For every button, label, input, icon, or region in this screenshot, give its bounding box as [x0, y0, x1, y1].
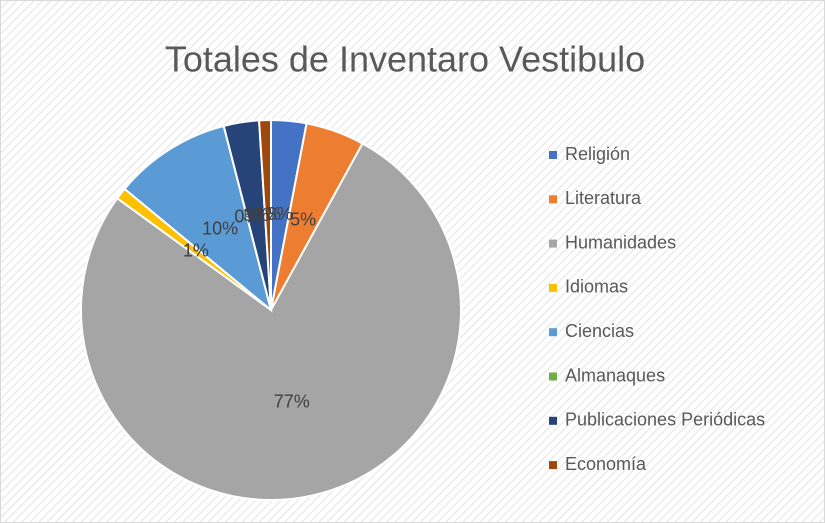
legend-marker	[549, 416, 557, 425]
data-label: 0%	[234, 207, 260, 227]
pie	[80, 118, 462, 501]
data-label: 5%	[290, 209, 316, 229]
legend-marker	[549, 195, 557, 204]
legend: Religión Literatura Humanidades Idiomas Cien…	[549, 144, 765, 474]
legend-label: Ciencias	[565, 321, 634, 341]
data-label: 3%	[267, 204, 293, 224]
data-labels: 3%5%77%1%10%0%3%1%	[183, 204, 316, 412]
legend-label: Economía	[565, 454, 647, 474]
data-label: 77%	[274, 391, 310, 411]
legend-label: Almanaques	[565, 365, 665, 385]
pie-slice	[80, 142, 462, 501]
legend-label: Publicaciones Periódicas	[565, 410, 765, 430]
pie-slice	[258, 118, 272, 311]
legend-marker	[549, 151, 557, 159]
chart-title: Totales de Inventaro Vestibulo	[165, 39, 645, 80]
legend-marker	[549, 372, 557, 381]
data-label: 10%	[202, 219, 238, 239]
pie-slice	[123, 124, 273, 313]
legend-marker	[549, 239, 557, 248]
data-label: 1%	[183, 241, 209, 261]
legend-label: Idiomas	[565, 277, 628, 297]
legend-label: Literatura	[565, 188, 642, 208]
legend-label: Religión	[565, 144, 630, 164]
legend-marker	[549, 328, 557, 337]
legend-marker	[549, 283, 557, 292]
legend-marker	[549, 461, 557, 470]
legend-label: Humanidades	[565, 232, 676, 252]
data-label: 3%	[243, 205, 269, 225]
data-label: 1%	[255, 204, 281, 224]
